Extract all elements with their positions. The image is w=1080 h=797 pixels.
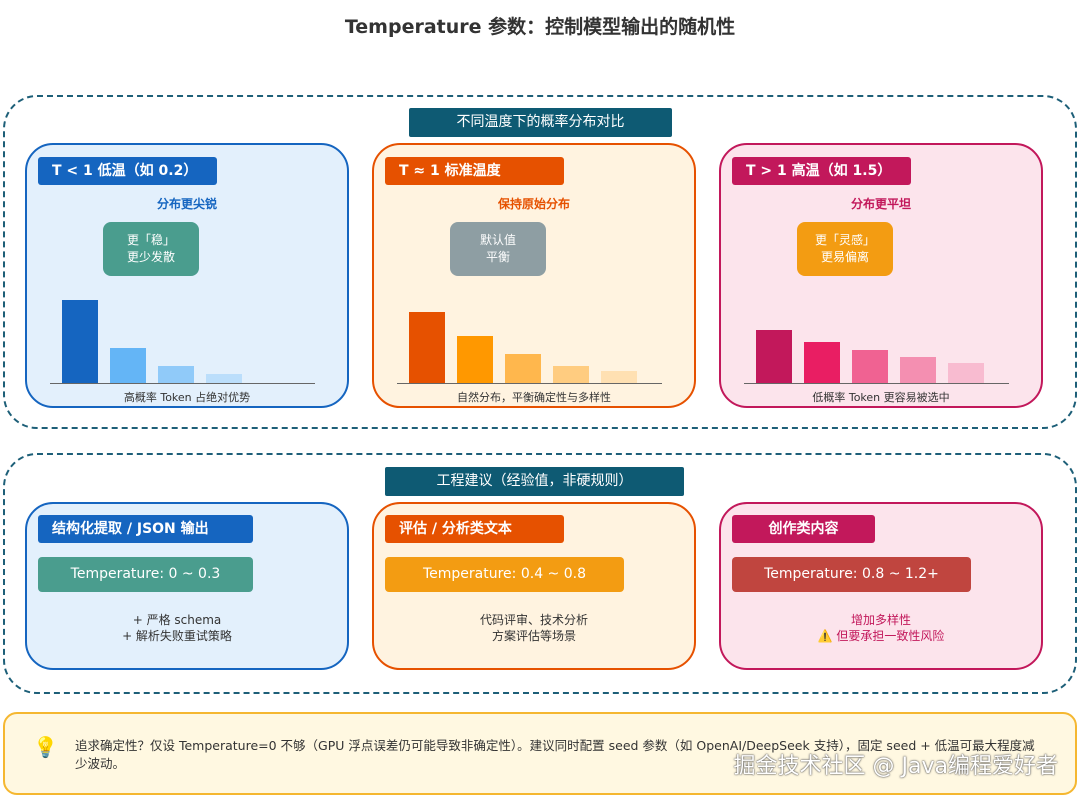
card-caption: 高概率 Token 占绝对优势 [123,391,251,404]
desc-line: + 严格 schema [132,613,222,627]
card-subtitle: 分布更平坦 [850,197,911,211]
tip-text: 追求确定性？仅设 Temperature=0 不够（GPU 浮点误差仍可能导致非… [75,738,1035,771]
probability-bar [553,366,589,383]
desc-line: 代码评审、技术分析 [479,613,588,627]
card-description: + 严格 schema + 解析失败重试策略 [25,612,329,644]
page-title: Temperature 参数：控制模型输出的随机性 [344,16,736,38]
desc-line: 方案评估等场景 [491,629,576,643]
card-tag: 评估 / 分析类文本 [385,515,564,543]
card-caption: 自然分布，平衡确定性与多样性 [457,391,611,404]
note-line: 更少发散 [126,250,175,264]
probability-bar [409,312,445,383]
card-caption: 低概率 Token 更容易被选中 [812,391,950,404]
note-line: 更「灵感」 [814,233,875,247]
distribution-section-label: 不同温度下的概率分布对比 [409,108,672,137]
recommendation-section-label: 工程建议（经验值，非硬规则） [385,467,684,496]
probability-bar [206,374,242,383]
axis-line [50,383,315,384]
temperature-range: Temperature: 0 ~ 0.3 [38,557,253,592]
probability-bar [852,350,888,383]
axis-line [397,383,662,384]
card-tag: T ≈ 1 标准温度 [385,157,564,185]
card-subtitle: 分布更尖锐 [156,197,217,211]
temperature-range: Temperature: 0.4 ~ 0.8 [385,557,624,592]
probability-bar [62,300,98,383]
probability-bar [948,363,984,383]
card-subtitle: 保持原始分布 [497,197,570,211]
card-tag: 创作类内容 [732,515,875,543]
bar-chart [50,300,315,383]
note-box: 更「灵感」 更易偏离 [797,222,893,276]
card-description: 增加多样性 ⚠️ 但要承担一致性风险 [719,612,1043,644]
probability-bar [804,342,840,383]
bar-chart [744,300,1009,383]
probability-bar [110,348,146,383]
probability-bar [505,354,541,383]
probability-bar [756,330,792,383]
recommendation-section [3,453,1077,694]
note-line: 默认值 [479,233,516,247]
note-line: 平衡 [485,250,510,264]
probability-bar [601,371,637,383]
bar-chart [397,300,662,383]
desc-line: ⚠️ 但要承担一致性风险 [817,629,945,643]
distribution-section [3,95,1077,429]
axis-line [744,383,1009,384]
desc-line: 增加多样性 [850,613,911,627]
note-box: 默认值 平衡 [450,222,546,276]
card-tag: T < 1 低温（如 0.2） [38,157,217,185]
note-box: 更「稳」 更少发散 [103,222,199,276]
card-tag: 结构化提取 / JSON 输出 [38,515,253,543]
probability-bar [158,366,194,383]
card-description: 代码评审、技术分析 方案评估等场景 [372,612,696,644]
desc-line: + 解析失败重试策略 [122,629,232,643]
note-line: 更「稳」 [126,233,175,247]
watermark: 掘金技术社区 @ Java编程爱好者 [733,754,1058,779]
temperature-range: Temperature: 0.8 ~ 1.2+ [732,557,971,592]
probability-bar [900,357,936,383]
tip-box [3,712,1077,795]
lightbulb-icon: 💡 [33,735,58,759]
card-tag: T > 1 高温（如 1.5） [732,157,911,185]
probability-bar [457,336,493,383]
note-line: 更易偏离 [820,250,869,264]
